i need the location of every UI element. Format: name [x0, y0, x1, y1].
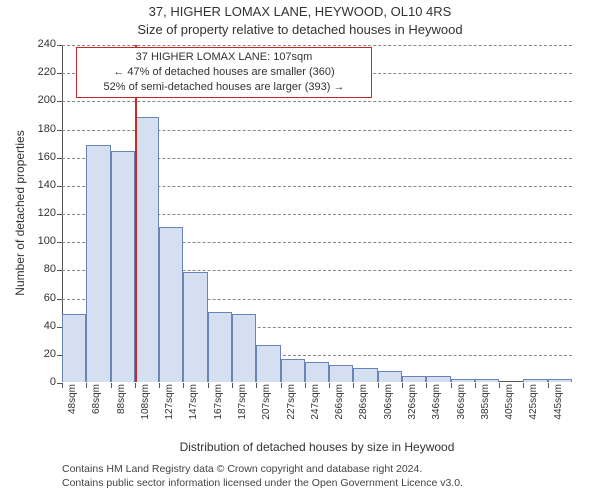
x-tick-mark — [378, 383, 379, 388]
histogram-bar — [378, 371, 402, 382]
histogram-bar — [208, 312, 232, 382]
x-tick-mark — [402, 383, 403, 388]
y-tick-label: 140 — [28, 179, 56, 191]
y-tick-label: 120 — [28, 207, 56, 219]
x-tick-label: 167sqm — [213, 384, 224, 434]
x-tick-label: 68sqm — [91, 384, 102, 434]
x-tick-mark — [281, 383, 282, 388]
y-tick-label: 60 — [28, 292, 56, 304]
x-axis-label: Distribution of detached houses by size … — [62, 440, 572, 454]
x-tick-mark — [523, 383, 524, 388]
y-tick-label: 40 — [28, 320, 56, 332]
y-tick-label: 180 — [28, 123, 56, 135]
y-tick-mark — [57, 270, 62, 271]
histogram-bar — [159, 227, 183, 382]
histogram-bar — [426, 376, 450, 382]
x-tick-mark — [256, 383, 257, 388]
y-tick-label: 100 — [28, 235, 56, 247]
x-tick-label: 326sqm — [407, 384, 418, 434]
x-tick-label: 346sqm — [431, 384, 442, 434]
x-tick-mark — [353, 383, 354, 388]
histogram-bar — [281, 359, 305, 382]
annotation-line-2: ← 47% of detached houses are smaller (36… — [81, 65, 367, 80]
x-tick-mark — [232, 383, 233, 388]
grid-line — [62, 45, 572, 46]
x-tick-label: 405sqm — [504, 384, 515, 434]
y-tick-label: 160 — [28, 151, 56, 163]
y-tick-mark — [57, 186, 62, 187]
y-tick-mark — [57, 214, 62, 215]
x-tick-mark — [135, 383, 136, 388]
y-tick-mark — [57, 101, 62, 102]
y-tick-mark — [57, 299, 62, 300]
histogram-bar — [329, 365, 353, 382]
x-tick-mark — [499, 383, 500, 388]
x-tick-label: 247sqm — [310, 384, 321, 434]
y-tick-label: 220 — [28, 66, 56, 78]
y-tick-mark — [57, 73, 62, 74]
x-tick-label: 127sqm — [164, 384, 175, 434]
x-tick-mark — [475, 383, 476, 388]
y-tick-mark — [57, 242, 62, 243]
x-tick-mark — [159, 383, 160, 388]
x-tick-label: 366sqm — [456, 384, 467, 434]
x-tick-mark — [451, 383, 452, 388]
x-tick-label: 147sqm — [188, 384, 199, 434]
grid-line — [62, 101, 572, 102]
x-tick-label: 88sqm — [116, 384, 127, 434]
x-tick-label: 227sqm — [286, 384, 297, 434]
histogram-bar — [451, 379, 475, 382]
x-tick-mark — [183, 383, 184, 388]
x-tick-mark — [111, 383, 112, 388]
x-tick-label: 385sqm — [480, 384, 491, 434]
annotation-line-3: 52% of semi-detached houses are larger (… — [81, 80, 367, 95]
chart-title-main: 37, HIGHER LOMAX LANE, HEYWOOD, OL10 4RS — [0, 4, 600, 19]
annotation-box: 37 HIGHER LOMAX LANE: 107sqm ← 47% of de… — [76, 47, 372, 98]
histogram-bar — [111, 151, 135, 382]
x-tick-mark — [305, 383, 306, 388]
x-tick-label: 306sqm — [383, 384, 394, 434]
x-tick-label: 108sqm — [140, 384, 151, 434]
histogram-bar — [183, 272, 207, 382]
histogram-bar — [232, 314, 256, 382]
annotation-line-1: 37 HIGHER LOMAX LANE: 107sqm — [81, 50, 367, 65]
histogram-bar — [523, 379, 547, 382]
chart-title-sub: Size of property relative to detached ho… — [0, 22, 600, 37]
x-tick-label: 425sqm — [528, 384, 539, 434]
x-tick-mark — [548, 383, 549, 388]
footer-line-1: Contains HM Land Registry data © Crown c… — [62, 462, 572, 476]
histogram-bar — [402, 376, 426, 382]
x-tick-label: 187sqm — [237, 384, 248, 434]
y-tick-label: 20 — [28, 348, 56, 360]
x-tick-label: 207sqm — [261, 384, 272, 434]
histogram-bar — [548, 379, 572, 382]
y-tick-label: 0 — [28, 376, 56, 388]
x-tick-mark — [426, 383, 427, 388]
y-tick-label: 240 — [28, 38, 56, 50]
chart-container: 37, HIGHER LOMAX LANE, HEYWOOD, OL10 4RS… — [0, 0, 600, 500]
histogram-bar — [475, 379, 499, 382]
histogram-bar — [135, 117, 159, 382]
y-tick-mark — [57, 45, 62, 46]
footer-line-2: Contains public sector information licen… — [62, 476, 572, 490]
y-axis-label: Number of detached properties — [13, 130, 27, 295]
x-tick-mark — [86, 383, 87, 388]
footer-attribution: Contains HM Land Registry data © Crown c… — [62, 462, 572, 490]
histogram-bar — [86, 145, 110, 382]
x-tick-mark — [208, 383, 209, 388]
histogram-bar — [256, 345, 280, 382]
x-tick-label: 445sqm — [553, 384, 564, 434]
histogram-bar — [353, 368, 377, 382]
x-tick-label: 266sqm — [334, 384, 345, 434]
y-tick-label: 200 — [28, 94, 56, 106]
histogram-bar — [305, 362, 329, 382]
y-tick-mark — [57, 158, 62, 159]
x-tick-mark — [329, 383, 330, 388]
x-tick-mark — [62, 383, 63, 388]
y-tick-label: 80 — [28, 263, 56, 275]
x-tick-label: 286sqm — [358, 384, 369, 434]
y-tick-mark — [57, 130, 62, 131]
x-tick-label: 48sqm — [67, 384, 78, 434]
histogram-bar — [62, 314, 86, 382]
